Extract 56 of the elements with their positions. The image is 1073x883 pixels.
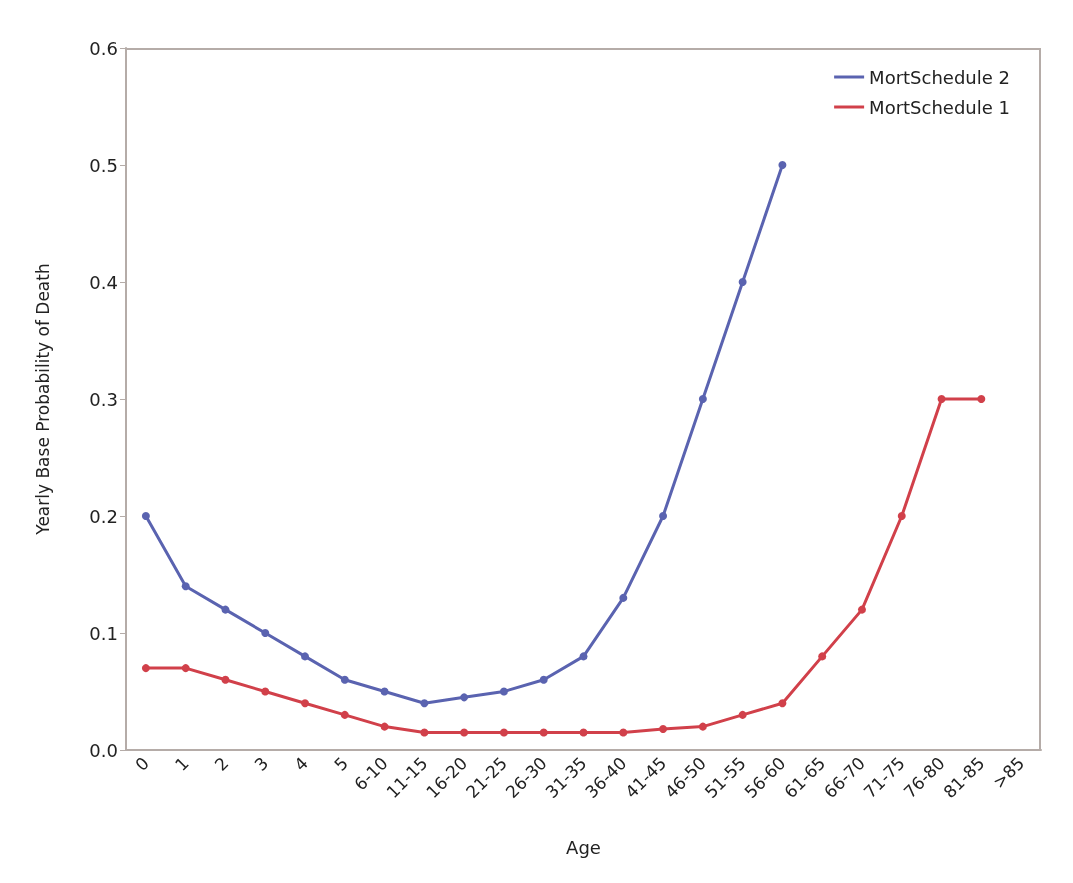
point	[460, 728, 469, 737]
point	[301, 652, 310, 661]
point	[579, 652, 588, 661]
y-tick-label: 0.6	[89, 37, 118, 59]
y-tick-label: 0.2	[89, 505, 118, 527]
point	[659, 724, 668, 733]
y-tick-label: 0.5	[89, 154, 118, 176]
point	[499, 728, 508, 737]
point	[380, 687, 389, 696]
point	[340, 675, 349, 684]
x-tick-label: 5	[330, 752, 352, 775]
point	[738, 710, 747, 719]
point	[778, 699, 787, 708]
point	[221, 675, 230, 684]
x-tick-label: 2	[210, 752, 233, 775]
x-tick-label: 0	[131, 752, 153, 775]
point	[619, 593, 628, 602]
point	[261, 629, 270, 637]
point	[857, 605, 866, 614]
y-tick-label: 0.3	[89, 388, 118, 410]
point	[738, 278, 747, 286]
point	[141, 512, 150, 520]
point	[340, 710, 349, 719]
point	[420, 699, 429, 708]
point	[380, 722, 389, 731]
point	[818, 652, 827, 661]
y-tick-label: 0.0	[89, 739, 118, 761]
point	[499, 687, 508, 696]
point	[897, 512, 906, 520]
point	[539, 675, 548, 684]
point	[698, 395, 707, 403]
point	[778, 161, 787, 169]
point	[141, 664, 150, 673]
point	[579, 728, 588, 737]
x-tick-label: 3	[250, 752, 273, 775]
y-axis-title: Yearly Base Probability of Death	[32, 263, 53, 536]
point	[420, 728, 429, 737]
point	[181, 582, 190, 591]
x-axis-title: Age	[566, 836, 601, 858]
legend-label: MortSchedule 1	[869, 96, 1010, 118]
point	[181, 664, 190, 673]
point	[221, 605, 230, 614]
point	[977, 395, 986, 403]
point	[261, 687, 270, 696]
point	[937, 395, 946, 403]
y-tick-label: 0.4	[89, 271, 118, 293]
point	[619, 728, 628, 737]
y-tick-label: 0.1	[89, 622, 118, 644]
x-tick-label: 1	[170, 752, 193, 775]
x-tick-label: 4	[290, 752, 313, 775]
point	[659, 512, 668, 520]
point	[460, 693, 469, 702]
point	[698, 722, 707, 731]
point	[539, 728, 548, 737]
legend-label: MortSchedule 2	[869, 66, 1010, 88]
point	[301, 699, 310, 708]
